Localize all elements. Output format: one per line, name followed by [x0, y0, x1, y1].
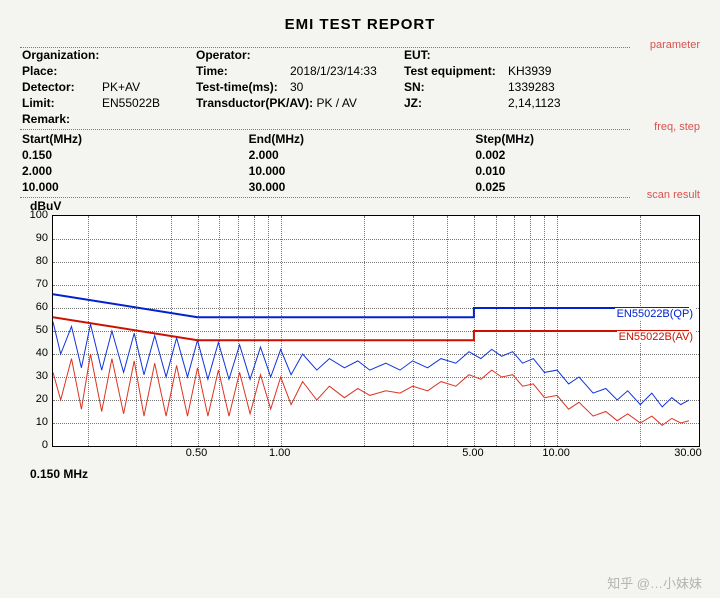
- scan-chart: dBuV 0 10 20 30 40 50 60 70 80 90 100 EN55022B(QP)…: [20, 199, 700, 481]
- report-title: EMI TEST REPORT: [20, 16, 700, 33]
- param-key: EUT:: [402, 47, 506, 63]
- param-key: Detector:: [20, 79, 100, 95]
- y-tick: 60: [36, 301, 48, 313]
- freq-header: End(MHz): [247, 131, 474, 147]
- y-tick: 30: [36, 370, 48, 382]
- param-val: [100, 47, 194, 63]
- freq-step-table: Start(MHz) End(MHz) Step(MHz) 0.150 2.00…: [20, 131, 700, 195]
- param-key: Remark:: [20, 111, 100, 127]
- y-tick: 0: [42, 439, 48, 451]
- param-val: 2,14,1123: [506, 95, 700, 111]
- y-tick: 40: [36, 347, 48, 359]
- limit-line-label: EN55022B(AV): [617, 331, 695, 343]
- param-val: KH3939: [506, 63, 700, 79]
- y-tick: 100: [30, 209, 48, 221]
- x-axis-unit: 0.150 MHz: [30, 467, 700, 481]
- param-key: Time:: [194, 63, 288, 79]
- parameter-table: Organization: Operator: EUT: Place: Time…: [20, 47, 700, 127]
- y-tick: 80: [36, 255, 48, 267]
- param-val: PK+AV: [100, 79, 194, 95]
- x-tick: 0.50: [186, 447, 207, 459]
- y-tick: 20: [36, 393, 48, 405]
- x-tick: 5.00: [462, 447, 483, 459]
- freq-cell: 10.000: [247, 163, 474, 179]
- y-axis: 0102030405060708090100: [20, 215, 52, 445]
- x-tick: 30.00: [674, 447, 702, 459]
- param-val: [100, 63, 194, 79]
- param-val: EN55022B: [100, 95, 194, 111]
- freq-cell: 30.000: [247, 179, 474, 195]
- param-val: [288, 47, 402, 63]
- y-tick: 10: [36, 416, 48, 428]
- x-tick: 10.00: [542, 447, 570, 459]
- y-tick: 70: [36, 278, 48, 290]
- param-key: Place:: [20, 63, 100, 79]
- x-axis: 0.50 1.00 5.00 10.00 30.00: [52, 447, 700, 463]
- param-key: Test-time(ms):: [194, 79, 288, 95]
- param-val: 2018/1/23/14:33: [288, 63, 402, 79]
- y-tick: 50: [36, 324, 48, 336]
- freq-cell: 2.000: [247, 147, 474, 163]
- freq-cell: 2.000: [20, 163, 247, 179]
- param-key: Limit:: [20, 95, 100, 111]
- param-key: Operator:: [194, 47, 288, 63]
- y-tick: 90: [36, 232, 48, 244]
- param-key: Organization:: [20, 47, 100, 63]
- freq-cell: 0.150: [20, 147, 247, 163]
- freq-cell: 0.002: [473, 147, 700, 163]
- plot-area: EN55022B(QP) EN55022B(AV): [52, 215, 700, 447]
- limit-line-label: EN55022B(QP): [615, 308, 695, 320]
- section-label: scan result: [643, 189, 700, 201]
- param-key: JZ:: [402, 95, 506, 111]
- param-key: Test equipment:: [402, 63, 506, 79]
- freq-header: Step(MHz): [473, 131, 700, 147]
- watermark: 知乎 @…小妹妹: [607, 573, 702, 592]
- y-axis-unit: dBuV: [30, 199, 700, 213]
- section-label: parameter: [646, 39, 700, 51]
- freq-header: Start(MHz): [20, 131, 247, 147]
- x-tick: 1.00: [269, 447, 290, 459]
- param-key: SN:: [402, 79, 506, 95]
- param-key: Transductor(PK/AV): PK / AV: [194, 95, 402, 111]
- param-val: 30: [288, 79, 402, 95]
- section-label: freq, step: [650, 121, 700, 133]
- freq-cell: 0.010: [473, 163, 700, 179]
- freq-cell: 10.000: [20, 179, 247, 195]
- param-val: 1339283: [506, 79, 700, 95]
